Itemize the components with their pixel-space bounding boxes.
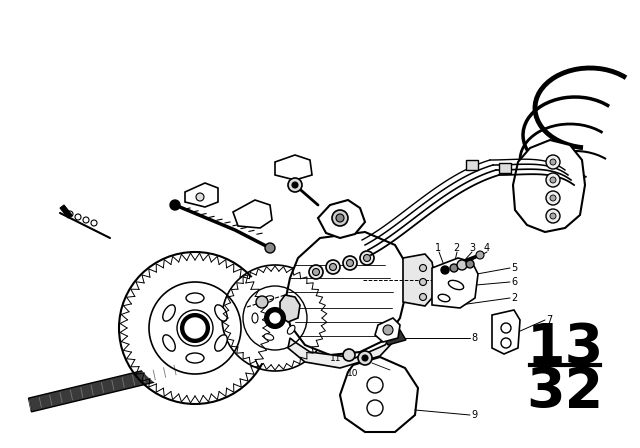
Circle shape xyxy=(457,260,467,270)
Polygon shape xyxy=(275,155,312,180)
Circle shape xyxy=(546,191,560,205)
Circle shape xyxy=(546,209,560,223)
Circle shape xyxy=(326,260,340,274)
Polygon shape xyxy=(185,183,218,207)
Circle shape xyxy=(256,296,268,308)
Circle shape xyxy=(330,263,337,271)
Circle shape xyxy=(383,325,393,335)
Circle shape xyxy=(288,178,302,192)
Polygon shape xyxy=(513,140,585,232)
Ellipse shape xyxy=(287,302,295,310)
Ellipse shape xyxy=(186,293,204,303)
Circle shape xyxy=(419,264,426,271)
Circle shape xyxy=(312,268,319,276)
Circle shape xyxy=(270,313,280,323)
Ellipse shape xyxy=(438,294,450,302)
Polygon shape xyxy=(382,330,406,345)
Text: 13: 13 xyxy=(526,321,604,375)
Circle shape xyxy=(265,243,275,253)
Circle shape xyxy=(450,264,458,272)
Ellipse shape xyxy=(449,280,463,290)
Polygon shape xyxy=(499,163,511,173)
Circle shape xyxy=(476,251,484,259)
Circle shape xyxy=(343,256,357,270)
Text: 4: 4 xyxy=(484,243,490,253)
Text: 8: 8 xyxy=(471,333,477,343)
Polygon shape xyxy=(280,295,300,322)
Circle shape xyxy=(419,293,426,301)
Circle shape xyxy=(346,259,353,267)
Text: 9: 9 xyxy=(471,410,477,420)
Circle shape xyxy=(466,260,474,268)
Text: 6: 6 xyxy=(511,277,517,287)
Polygon shape xyxy=(340,357,418,432)
Circle shape xyxy=(364,254,371,262)
Circle shape xyxy=(360,251,374,265)
Ellipse shape xyxy=(287,325,295,334)
Ellipse shape xyxy=(163,335,175,351)
Ellipse shape xyxy=(264,296,274,302)
Circle shape xyxy=(127,260,263,396)
Circle shape xyxy=(196,193,204,201)
Polygon shape xyxy=(288,330,398,368)
Circle shape xyxy=(228,271,322,365)
Circle shape xyxy=(336,214,344,222)
Circle shape xyxy=(441,266,449,274)
Circle shape xyxy=(419,279,426,285)
Circle shape xyxy=(362,355,368,361)
Circle shape xyxy=(265,308,285,328)
Ellipse shape xyxy=(264,334,274,340)
Polygon shape xyxy=(375,318,400,342)
Text: 5: 5 xyxy=(511,263,517,273)
Polygon shape xyxy=(60,205,72,218)
Circle shape xyxy=(550,177,556,183)
Circle shape xyxy=(181,314,209,342)
Polygon shape xyxy=(403,254,435,306)
Polygon shape xyxy=(466,160,478,170)
Text: 11: 11 xyxy=(330,353,342,362)
Circle shape xyxy=(309,265,323,279)
Circle shape xyxy=(546,173,560,187)
Circle shape xyxy=(550,195,556,201)
Text: 7: 7 xyxy=(546,315,552,325)
Polygon shape xyxy=(432,258,478,308)
Polygon shape xyxy=(492,310,520,354)
Text: 1: 1 xyxy=(435,243,441,253)
Ellipse shape xyxy=(215,305,227,321)
Circle shape xyxy=(546,155,560,169)
Polygon shape xyxy=(285,232,408,355)
Polygon shape xyxy=(233,200,272,228)
Circle shape xyxy=(185,318,205,338)
Circle shape xyxy=(343,349,355,361)
Ellipse shape xyxy=(163,305,175,321)
Circle shape xyxy=(550,213,556,219)
Text: 3: 3 xyxy=(469,243,475,253)
Circle shape xyxy=(332,210,348,226)
Ellipse shape xyxy=(186,353,204,363)
Circle shape xyxy=(550,159,556,165)
Ellipse shape xyxy=(215,335,227,351)
Text: 32: 32 xyxy=(526,365,604,419)
Circle shape xyxy=(292,182,298,188)
Circle shape xyxy=(358,351,372,365)
Polygon shape xyxy=(29,363,177,412)
Circle shape xyxy=(170,200,180,210)
Text: 10: 10 xyxy=(347,369,358,378)
Polygon shape xyxy=(318,200,365,238)
Ellipse shape xyxy=(252,313,258,323)
Text: 2: 2 xyxy=(453,243,460,253)
Text: 2: 2 xyxy=(511,293,517,303)
